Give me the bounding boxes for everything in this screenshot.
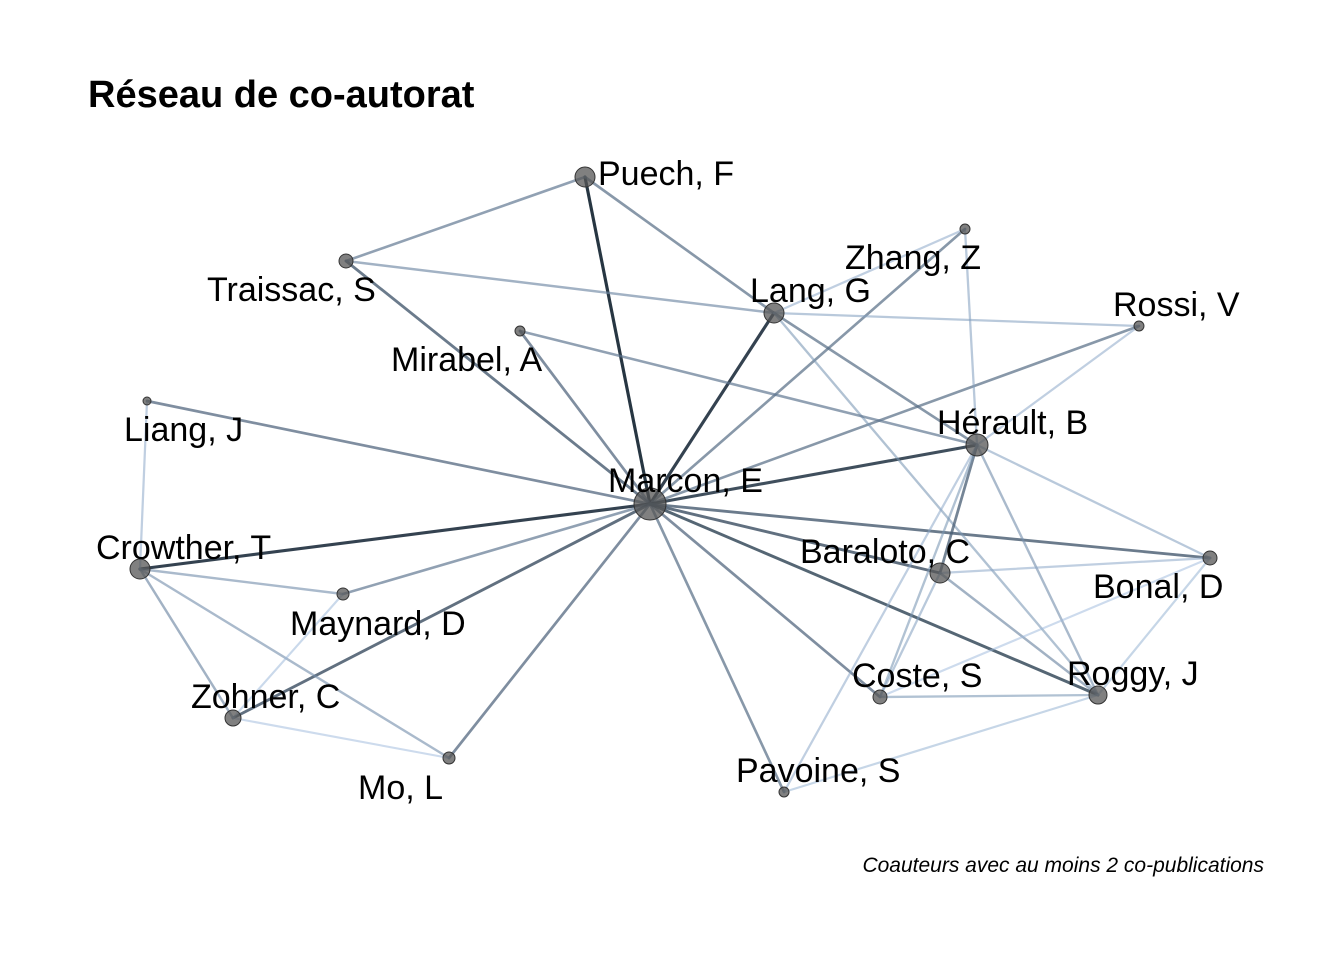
node-label-zhang: Zhang, Z (845, 239, 981, 277)
edge-puech-traissac (344, 175, 587, 263)
chart-caption: Coauteurs avec au moins 2 co-publication… (862, 854, 1264, 877)
edge-puech-lang (583, 175, 776, 315)
node-lang (763, 302, 785, 324)
node-label-marcon: Marcon, E (608, 462, 763, 500)
edge-marcon-pavoine (648, 502, 786, 794)
node-label-rossi: Rossi, V (1113, 286, 1240, 324)
node-maynard (336, 587, 350, 601)
edge-liang-crowther (138, 399, 149, 571)
edge-marcon-rossi (648, 324, 1141, 506)
edge-herault-pavoine (782, 443, 979, 794)
edge-crowther-maynard (138, 567, 345, 596)
edge-herault-baraloto (938, 443, 979, 575)
edge-mirabel-herault (518, 329, 979, 447)
node-label-puech: Puech, F (598, 155, 734, 193)
node-mo (442, 751, 456, 765)
edge-crowther-zohner (138, 567, 235, 720)
node-label-traissac: Traissac, S (207, 271, 376, 309)
node-bonal (1202, 550, 1218, 566)
node-marcon (633, 487, 667, 521)
edge-marcon-zohner (231, 502, 652, 720)
edge-baraloto-roggy (938, 571, 1100, 697)
node-label-roggy: Roggy, J (1067, 655, 1199, 693)
node-traissac (338, 253, 354, 269)
node-liang (142, 396, 152, 406)
edge-zhang-herault (963, 227, 979, 447)
node-roggy (1088, 685, 1108, 705)
edge-marcon-coste (648, 502, 882, 699)
edge-lang-roggy (772, 311, 1100, 697)
node-baraloto (929, 562, 951, 584)
node-coste (872, 689, 888, 705)
edge-baraloto-bonal (938, 556, 1212, 575)
edge-zhang-lang (772, 227, 967, 315)
edge-coste-roggy (878, 693, 1100, 699)
node-crowther (129, 558, 151, 580)
edge-lang-herault (772, 311, 979, 447)
node-pavoine (778, 786, 790, 798)
chart-title: Réseau de co-autorat (88, 74, 475, 116)
node-zohner (224, 709, 242, 727)
edge-marcon-mirabel (518, 329, 652, 506)
node-label-bonal: Bonal, D (1093, 568, 1223, 606)
edge-marcon-liang (145, 399, 652, 506)
edge-marcon-herault (648, 443, 979, 506)
node-label-mo: Mo, L (358, 769, 443, 807)
node-label-herault: Hérault, B (937, 404, 1088, 442)
edge-marcon-maynard (341, 502, 652, 596)
edge-zohner-mo (231, 716, 451, 760)
node-label-mirabel: Mirabel, A (391, 341, 542, 379)
node-rossi (1133, 320, 1145, 332)
edge-herault-coste (878, 443, 979, 699)
node-label-pavoine: Pavoine, S (736, 752, 900, 790)
edge-marcon-mo (447, 502, 652, 760)
edge-marcon-lang (648, 311, 776, 506)
edge-crowther-mo (138, 567, 451, 760)
edge-herault-roggy (975, 443, 1100, 697)
node-label-lang: Lang, G (750, 272, 871, 310)
node-label-crowther: Crowther, T (96, 529, 271, 567)
edge-bonal-coste (878, 556, 1212, 699)
node-zhang (959, 223, 971, 235)
edge-layer (138, 175, 1212, 794)
edge-lang-rossi (772, 311, 1141, 328)
edge-marcon-puech (583, 175, 652, 506)
node-label-maynard: Maynard, D (290, 605, 466, 643)
edge-rossi-herault (975, 324, 1141, 447)
label-layer: Marcon, E Puech, F Traissac, S Zhang, ZLang… (96, 155, 1240, 807)
edge-herault-bonal (975, 443, 1212, 560)
edge-maynard-zohner (231, 592, 345, 720)
node-label-zohner: Zohner, C (191, 678, 340, 716)
node-puech (574, 166, 596, 188)
edge-marcon-zhang (648, 227, 967, 506)
node-label-baraloto: Baraloto, C (800, 533, 970, 571)
node-label-liang: Liang, J (124, 411, 243, 449)
edge-marcon-traissac (344, 259, 652, 506)
node-herault (965, 433, 989, 457)
node-layer (129, 166, 1218, 798)
edge-marcon-baraloto (648, 502, 942, 575)
edge-traissac-lang (344, 259, 776, 315)
edge-marcon-roggy (648, 502, 1100, 697)
edge-bonal-roggy (1096, 556, 1212, 697)
node-mirabel (514, 325, 526, 337)
edge-roggy-pavoine (782, 693, 1100, 794)
edge-marcon-crowther (138, 502, 652, 571)
edge-baraloto-coste (878, 571, 942, 699)
node-label-coste: Coste, S (852, 657, 982, 695)
